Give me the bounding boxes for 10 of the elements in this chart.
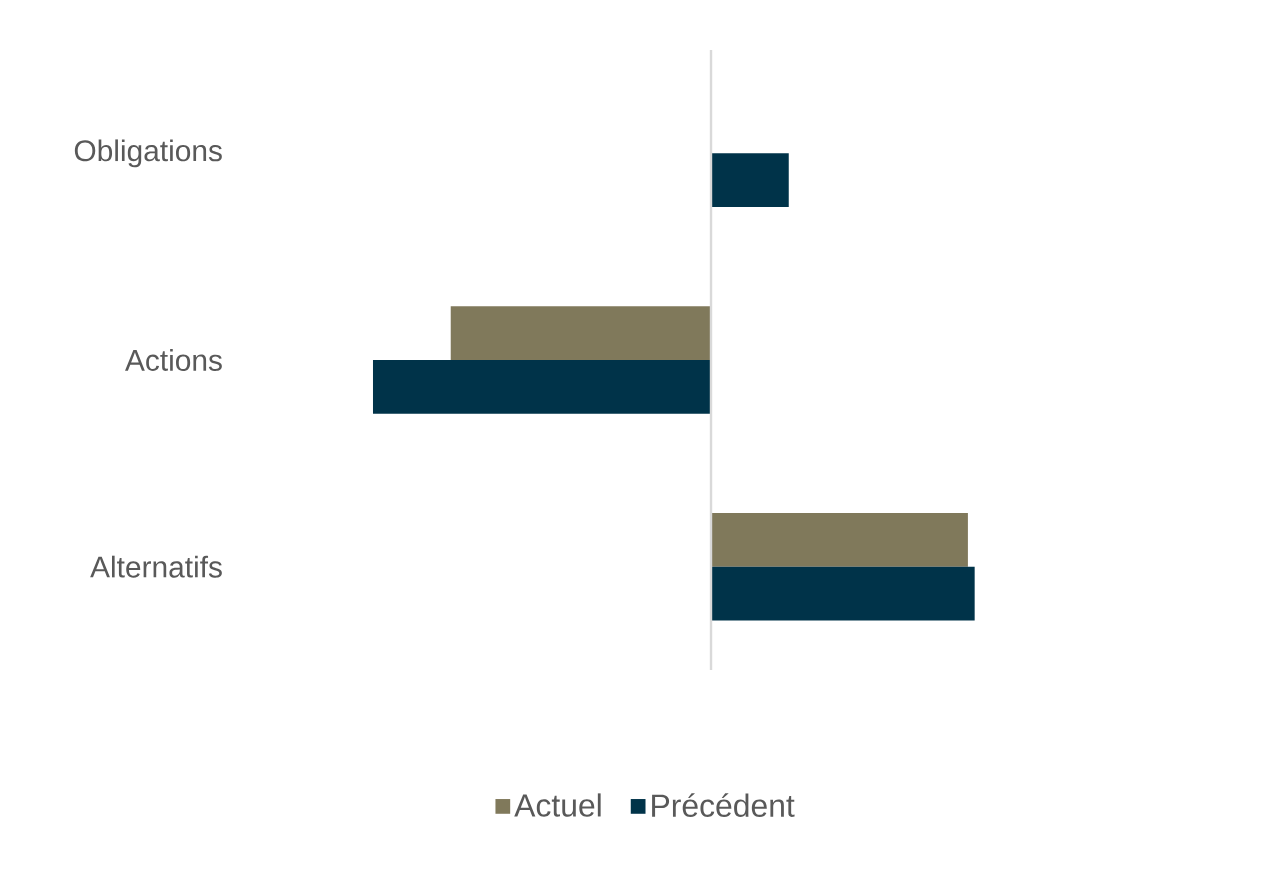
bar (372, 360, 712, 414)
bar (450, 306, 712, 360)
legend-label: Actuel (514, 793, 601, 817)
bar (711, 153, 789, 208)
y-tick-label: Alternatifs (90, 555, 222, 578)
bar (711, 512, 968, 567)
bar (711, 566, 975, 621)
y-tick-label: Obligations (74, 139, 222, 168)
y-tick-label: Actions (125, 349, 222, 371)
legend-label: Précédent (652, 793, 795, 817)
